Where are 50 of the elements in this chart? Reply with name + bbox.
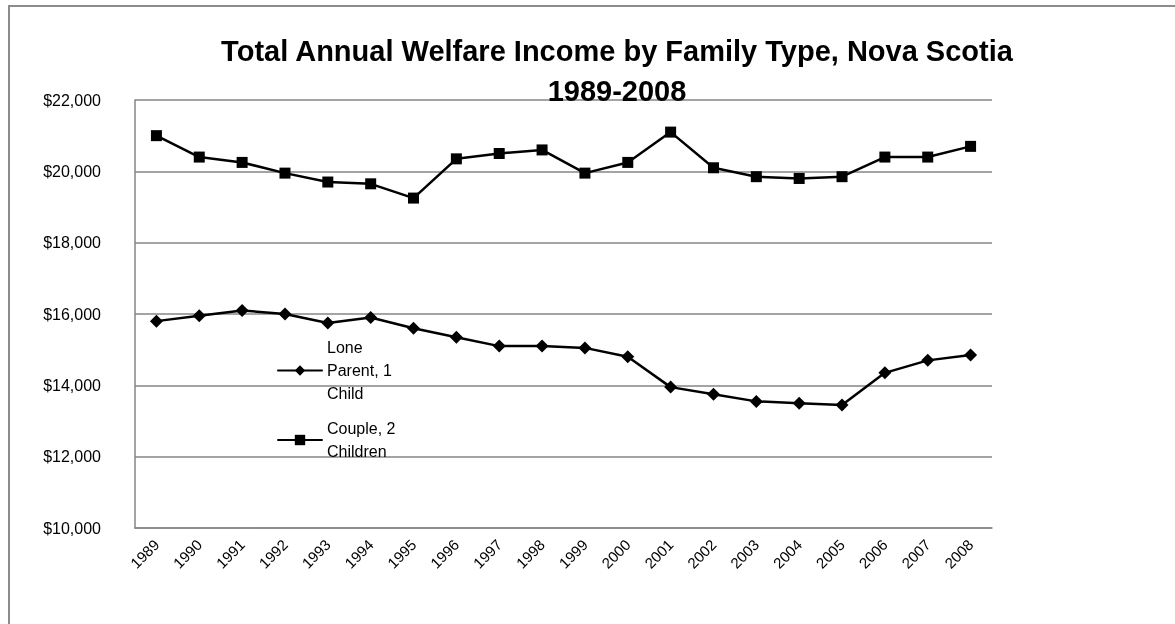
y-tick-label: $12,000 bbox=[43, 448, 102, 466]
point bbox=[364, 311, 378, 325]
point bbox=[836, 171, 848, 183]
point bbox=[793, 172, 805, 184]
point bbox=[321, 316, 335, 330]
legend-label: Couple, 2 Children bbox=[327, 420, 400, 460]
point bbox=[964, 348, 978, 362]
point bbox=[749, 394, 763, 408]
chart-title: Total Annual Welfare Income by Family Type, Nova Scotia 1989-2008 bbox=[221, 35, 1014, 107]
point bbox=[365, 178, 377, 190]
point bbox=[579, 167, 591, 179]
point bbox=[192, 309, 206, 323]
y-tick-label: $20,000 bbox=[43, 162, 102, 180]
point bbox=[535, 339, 549, 353]
point bbox=[407, 321, 421, 335]
point bbox=[449, 330, 463, 344]
point bbox=[149, 314, 163, 328]
y-tick-label: $22,000 bbox=[43, 91, 102, 109]
y-tick-label: $10,000 bbox=[43, 519, 102, 537]
point bbox=[536, 144, 548, 156]
point bbox=[578, 341, 592, 355]
legend-label: Lone Parent, 1 Child bbox=[327, 339, 397, 402]
point bbox=[492, 339, 506, 353]
point bbox=[621, 350, 635, 364]
point bbox=[665, 126, 677, 138]
point bbox=[622, 156, 634, 168]
point bbox=[150, 130, 162, 142]
y-tick-label: $14,000 bbox=[43, 376, 102, 394]
point bbox=[878, 366, 892, 380]
point bbox=[279, 167, 291, 179]
point bbox=[235, 303, 249, 317]
point bbox=[922, 151, 934, 163]
point bbox=[921, 353, 935, 367]
point bbox=[408, 192, 420, 204]
point bbox=[965, 140, 977, 152]
y-tick-label: $16,000 bbox=[43, 305, 102, 323]
point bbox=[450, 153, 462, 165]
point bbox=[835, 398, 849, 412]
point bbox=[707, 162, 719, 174]
point bbox=[193, 151, 205, 163]
point bbox=[278, 307, 292, 321]
point bbox=[664, 380, 678, 394]
point bbox=[493, 148, 505, 159]
point bbox=[706, 387, 720, 401]
point bbox=[322, 176, 334, 188]
point bbox=[792, 396, 806, 410]
y-tick-label: $18,000 bbox=[43, 234, 102, 252]
point bbox=[879, 151, 891, 163]
point bbox=[236, 156, 248, 168]
point bbox=[750, 171, 762, 183]
